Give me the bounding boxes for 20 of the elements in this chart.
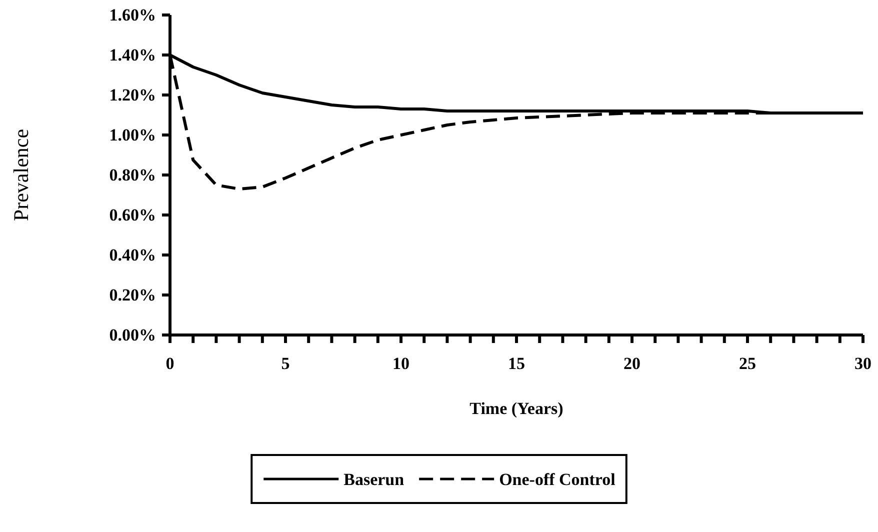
y-tick-label: 1.20% — [109, 85, 156, 104]
legend-label: One-off Control — [499, 470, 616, 489]
x-tick-label: 25 — [739, 354, 756, 374]
x-tick-label: 10 — [392, 354, 410, 374]
y-tick-label: 0.60% — [109, 205, 156, 224]
x-tick-label: 5 — [281, 354, 290, 374]
y-tick-label: 0.20% — [109, 285, 156, 304]
y-tick-label: 0.00% — [109, 325, 156, 344]
y-tick-label: 1.00% — [109, 125, 156, 144]
x-tick-label: 0 — [166, 354, 174, 374]
legend-label: Baserun — [344, 470, 405, 489]
y-tick-label: 1.60% — [109, 5, 156, 24]
y-axis-title: Prevalence — [9, 128, 33, 222]
y-tick-label: 0.80% — [109, 165, 156, 184]
y-tick-label: 1.40% — [109, 45, 156, 64]
x-tick-label: 30 — [854, 354, 872, 374]
y-tick-label: 0.40% — [109, 245, 156, 264]
x-axis-title: Time (Years) — [470, 399, 564, 418]
x-tick-label: 20 — [624, 354, 640, 374]
x-tick-label: 15 — [508, 354, 525, 374]
